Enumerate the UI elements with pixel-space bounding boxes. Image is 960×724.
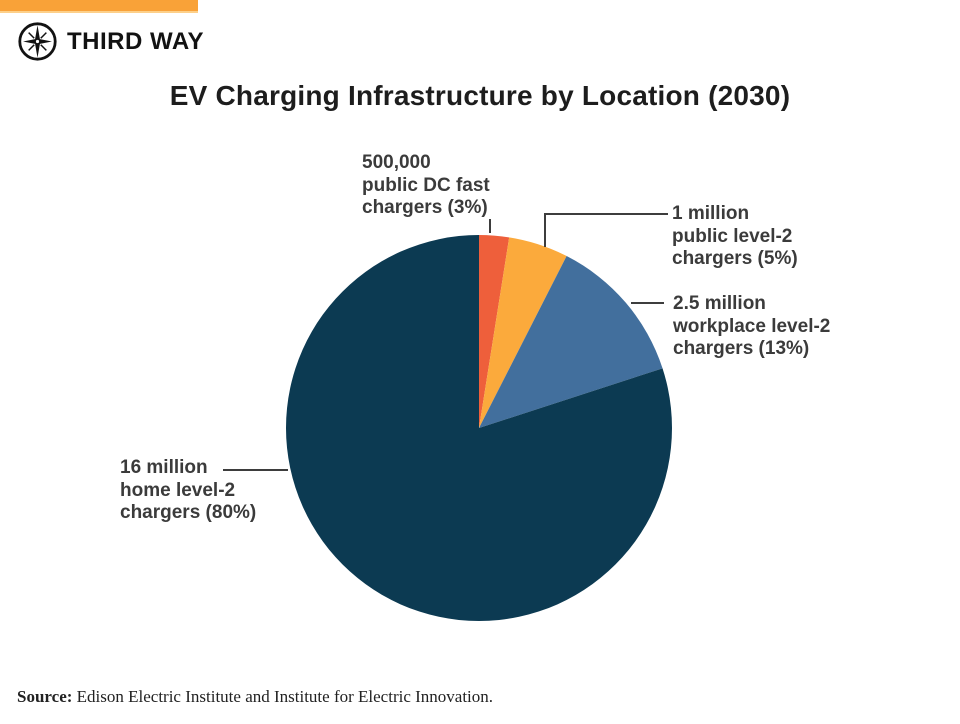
leader-line-public-level2-horizontal	[544, 213, 668, 215]
label-line: chargers (13%)	[673, 338, 810, 359]
compass-star-icon	[18, 22, 57, 61]
label-line: 16 million	[120, 457, 208, 478]
leader-line-public-level2-vertical	[544, 213, 546, 247]
source-text: Edison Electric Institute and Institute …	[72, 687, 494, 706]
pie-label-public-dc-fast: 500,000 public DC fast chargers (3%)	[362, 152, 490, 220]
pie-label-home-level2: 16 million home level-2 chargers (80%)	[120, 457, 256, 525]
logo-wordmark: THIRD WAY	[67, 27, 204, 55]
label-line: 1 million	[672, 203, 750, 224]
leader-line-home-level2	[223, 469, 288, 471]
label-line: 500,000	[362, 152, 431, 173]
label-line: 2.5 million	[673, 293, 766, 314]
label-line: chargers (80%)	[120, 502, 257, 523]
pie-slice-public-level2-chargers	[479, 237, 567, 428]
pie-slice-workplace-level2-chargers	[479, 256, 663, 428]
source-prefix: Source:	[17, 687, 73, 706]
pie-slice-home-level2-chargers	[285, 235, 672, 621]
pie-slice-public-dc-fast-chargers	[479, 235, 510, 428]
brand-accent-bar	[0, 0, 198, 13]
source-attribution: Source: Edison Electric Institute and In…	[17, 687, 493, 707]
pie-chart	[285, 235, 672, 621]
chart-title: EV Charging Infrastructure by Location (…	[169, 80, 791, 111]
label-line: public level-2	[672, 225, 793, 247]
label-line: chargers (3%)	[362, 197, 488, 218]
label-line: chargers (5%)	[672, 248, 798, 269]
leader-line-workplace-level2	[631, 302, 664, 304]
label-line: home level-2	[120, 479, 236, 501]
pie-label-public-level2: 1 million public level-2 chargers (5%)	[672, 203, 798, 271]
label-line: public DC fast	[362, 174, 490, 196]
thirdway-logo: THIRD WAY	[17, 21, 204, 62]
pie-label-workplace-level2: 2.5 million workplace level-2 chargers (…	[673, 293, 830, 361]
leader-line-public-dc-fast	[489, 219, 491, 233]
label-line: workplace level-2	[673, 315, 831, 337]
